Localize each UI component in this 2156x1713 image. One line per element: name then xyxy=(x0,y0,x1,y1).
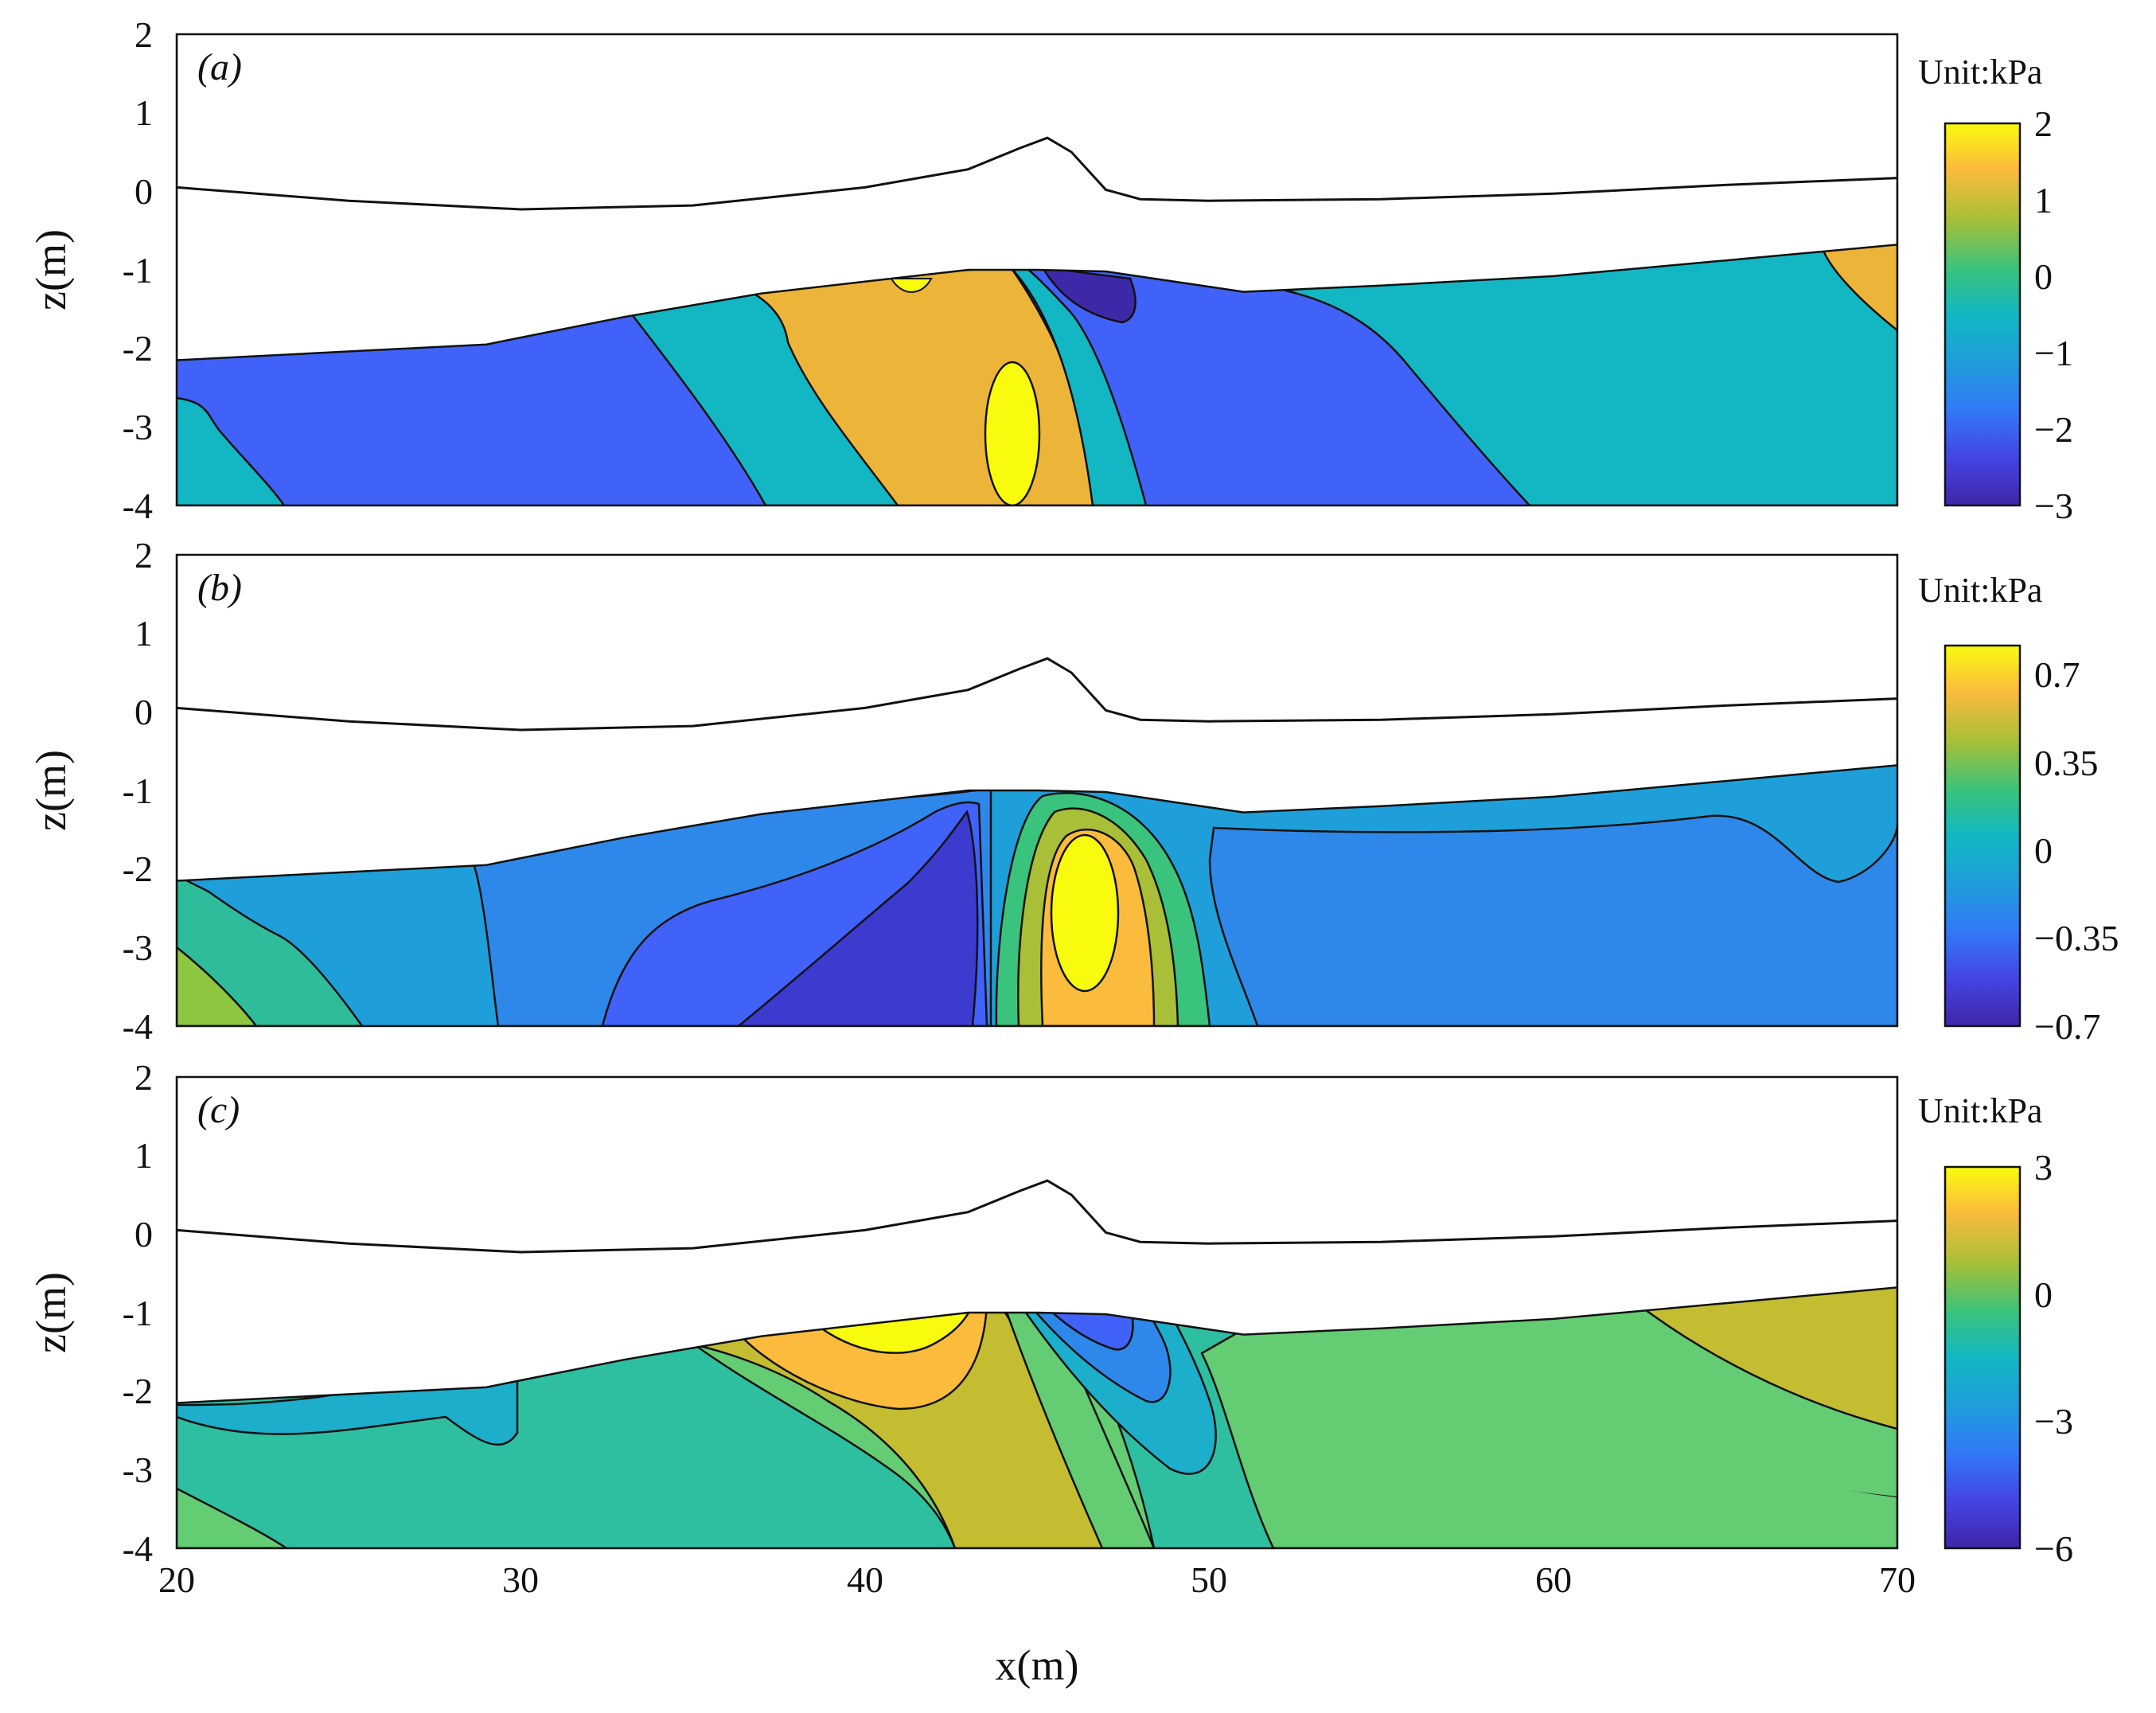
xtick-label: 60 xyxy=(1535,1559,1572,1600)
panel-a-ytick: 1 xyxy=(135,92,153,133)
panel-a-colorbar-title: Unit:kPa xyxy=(1918,53,2042,92)
panel-a-cbar-tick: 1 xyxy=(2034,180,2053,220)
panel-b-cbar-tick: −0.35 xyxy=(2034,918,2119,958)
panel-b-cbar-tick: 0.7 xyxy=(2034,654,2080,695)
panel-b-cbar-tick: 0 xyxy=(2034,830,2053,871)
panel-b-axes-box xyxy=(175,553,1899,1028)
panel-b-yticks: 2 1 0 -1 -2 -3 -4 xyxy=(123,535,153,1047)
panel-a: (a) z(m) 2 1 0 -1 -2 -3 -4 Unit:kPa 2 1 … xyxy=(27,14,2073,526)
panel-b-ytick: 1 xyxy=(135,613,153,654)
panel-c-ytick: -1 xyxy=(123,1293,153,1333)
panel-b-ytick: -1 xyxy=(123,771,153,811)
panel-a-cyan-left xyxy=(177,396,286,505)
panel-b-ytick: 0 xyxy=(135,692,153,732)
panel-b-ylabel: z(m) xyxy=(27,750,75,831)
panel-c-ytick: 1 xyxy=(135,1135,153,1176)
panel-a-colorbar-ticks: 2 1 0 −1 −2 −3 xyxy=(2034,103,2073,526)
panel-b-ytick: -2 xyxy=(123,849,153,889)
panel-b-cbar-tick: 0.35 xyxy=(2034,743,2099,783)
panel-b-free-surface xyxy=(177,657,1897,732)
panel-c-cbar-tick: −6 xyxy=(2034,1528,2073,1569)
panel-a-yticks: 2 1 0 -1 -2 -3 -4 xyxy=(123,14,153,526)
panel-c-colorbar-title: Unit:kPa xyxy=(1918,1091,2042,1130)
panel-c-cbar-tick: −3 xyxy=(2034,1401,2073,1442)
panel-b-teal-corner xyxy=(177,874,364,1026)
panel-a-axes-box xyxy=(175,33,1899,507)
panel-b-label: (b) xyxy=(197,567,242,609)
panel-b-cbar-tick: −0.7 xyxy=(2034,1006,2100,1047)
x-axis: 20 30 40 50 60 70 x(m) xyxy=(158,1559,1916,1689)
panel-a-cbar-tick: −2 xyxy=(2034,409,2073,450)
panel-b-blue-region-right xyxy=(1208,814,1897,1026)
panel-b-ytick: -3 xyxy=(123,927,153,968)
panel-b-ytick: 2 xyxy=(135,535,153,576)
panel-c-ytick: -3 xyxy=(123,1450,153,1490)
panel-b-colorbar-title: Unit:kPa xyxy=(1918,571,2042,610)
panel-c-axes-box xyxy=(175,1075,1899,1550)
panel-c-ytick: 2 xyxy=(135,1057,153,1098)
panel-c-label: (c) xyxy=(197,1089,240,1131)
panel-a-ytick: 2 xyxy=(135,14,153,55)
panel-a-cbar-tick: −1 xyxy=(2034,333,2073,373)
panel-a-colorbar xyxy=(1944,122,2021,507)
panel-b-water-column xyxy=(177,555,1897,882)
xtick-label: 70 xyxy=(1879,1559,1916,1600)
panel-a-cyan-right-band xyxy=(1008,266,1148,505)
panel-c-cbar-tick: 3 xyxy=(2034,1147,2053,1188)
panel-b-colorbar xyxy=(1944,644,2021,1028)
panel-a-ytick: -4 xyxy=(123,486,153,526)
panel-b: (b) z(m) 2 1 0 -1 -2 -3 -4 Unit:kPa 0.7 … xyxy=(27,535,2119,1047)
panel-c-ytick: 0 xyxy=(135,1214,153,1255)
xtick-label: 30 xyxy=(502,1559,539,1600)
panel-b-field xyxy=(177,555,1897,1026)
panel-a-cbar-tick: −3 xyxy=(2034,486,2073,526)
x-axis-label: x(m) xyxy=(996,1641,1079,1689)
panel-c-field xyxy=(177,1077,1897,1548)
panel-b-ytick: -4 xyxy=(123,1006,153,1047)
panel-a-ytick: -1 xyxy=(123,250,153,291)
panel-c-ylabel: z(m) xyxy=(27,1272,75,1353)
panel-b-dark-wedge xyxy=(737,810,979,1026)
panel-c-water-column xyxy=(177,1077,1897,1404)
panel-a-ytick: -3 xyxy=(123,407,153,447)
panel-c-cyan-left xyxy=(177,1379,519,1446)
panel-a-field xyxy=(177,34,1897,505)
xtick-label: 20 xyxy=(158,1559,195,1600)
panel-a-free-surface xyxy=(177,136,1897,211)
panel-a-ytick: -2 xyxy=(123,328,153,369)
panel-b-colorbar-ticks: 0.7 0.35 0 −0.35 −0.7 xyxy=(2034,654,2119,1047)
panel-a-ylabel: z(m) xyxy=(27,229,75,310)
panel-c: (c) z(m) 2 1 0 -1 -2 -3 -4 Unit:kPa 3 0 … xyxy=(27,1057,2073,1569)
panel-c-yticks: 2 1 0 -1 -2 -3 -4 xyxy=(123,1057,153,1569)
xtick-label: 40 xyxy=(847,1559,883,1600)
panel-a-dark-pocket xyxy=(1040,266,1136,324)
panel-c-ytick: -4 xyxy=(123,1528,153,1569)
panel-c-colorbar xyxy=(1944,1165,2021,1550)
panel-a-cbar-tick: 0 xyxy=(2034,256,2053,297)
xtick-label: 50 xyxy=(1191,1559,1227,1600)
panel-a-label: (a) xyxy=(197,46,242,88)
panel-c-colorbar-ticks: 3 0 −3 −6 xyxy=(2034,1147,2073,1569)
panel-a-yellow-spot xyxy=(890,278,933,293)
panel-a-water-column xyxy=(177,34,1897,361)
panel-a-ytick: 0 xyxy=(135,171,153,212)
panel-b-yellow-core xyxy=(1050,833,1120,993)
panel-a-yellow-core xyxy=(984,361,1041,505)
panel-c-cbar-tick: 0 xyxy=(2034,1274,2053,1315)
panel-c-ytick: -2 xyxy=(123,1371,153,1411)
panel-a-cbar-tick: 2 xyxy=(2034,103,2053,144)
panel-c-free-surface xyxy=(177,1179,1897,1254)
